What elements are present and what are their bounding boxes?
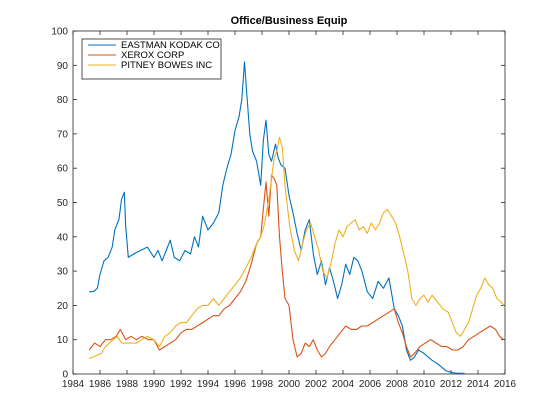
legend-label-1: XEROX CORP	[121, 50, 184, 61]
series-layer	[88, 61, 505, 374]
x-tick-label: 1996	[224, 379, 247, 390]
x-tick-label: 1992	[170, 379, 193, 390]
x-tick-label: 2000	[278, 379, 301, 390]
x-tick-label: 2016	[494, 379, 517, 390]
legend-label-0: EASTMAN KODAK CO	[121, 40, 220, 51]
y-tick-label: 60	[57, 164, 69, 175]
y-axis: 0 10 20 30 40 50 60 70 80 90 100	[51, 27, 505, 381]
x-tick-label: 1988	[116, 379, 139, 390]
y-tick-label: 20	[57, 301, 69, 312]
chart-title: Office/Business Equip	[231, 15, 348, 27]
legend-label-2: PITNEY BOWES INC	[121, 60, 212, 71]
x-tick-label: 1998	[251, 379, 274, 390]
series-line-2	[88, 136, 505, 360]
y-tick-label: 10	[57, 335, 69, 346]
x-tick-label: 2006	[359, 379, 382, 390]
x-tick-label: 2002	[305, 379, 328, 390]
series-line-0	[89, 61, 465, 374]
y-tick-label: 90	[57, 61, 69, 72]
y-tick-label: 40	[57, 232, 69, 243]
x-tick-label: 1984	[62, 379, 85, 390]
x-axis: 1984 1986 1988 1990 1992 1994 1996 1998 2000 2002…	[62, 31, 517, 390]
series-line-1	[88, 174, 505, 358]
x-tick-label: 2010	[413, 379, 436, 390]
x-tick-label: 2012	[440, 379, 463, 390]
x-tick-label: 1990	[143, 379, 166, 390]
y-tick-label: 50	[57, 198, 69, 209]
y-tick-label: 80	[57, 95, 69, 106]
x-tick-label: 2004	[332, 379, 355, 390]
y-tick-label: 100	[51, 27, 68, 38]
x-tick-label: 1986	[89, 379, 112, 390]
x-tick-label: 1994	[197, 379, 220, 390]
x-tick-label: 2008	[386, 379, 409, 390]
legend-box	[81, 38, 222, 80]
x-tick-label: 2014	[467, 379, 490, 390]
plot-area	[72, 30, 506, 375]
y-tick-label: 70	[57, 129, 69, 140]
y-tick-label: 0	[62, 370, 68, 381]
y-tick-label: 30	[57, 267, 69, 278]
